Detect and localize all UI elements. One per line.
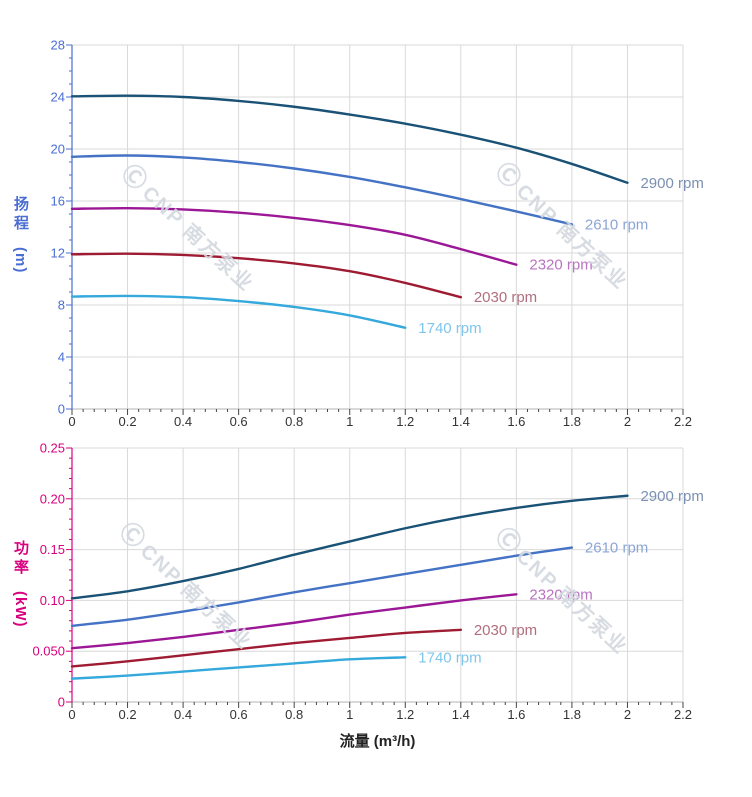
power-axis-unit: (kW) <box>12 591 29 628</box>
x-tick-label: 2 <box>624 414 631 429</box>
y-tick-label: 16 <box>51 194 65 209</box>
x-tick-label: 2.2 <box>674 707 692 722</box>
x-tick-label: 2.2 <box>674 414 692 429</box>
curve-2610rpm <box>70 154 574 226</box>
head-axis-unit: (m) <box>12 247 29 274</box>
curve-1740rpm <box>70 294 407 329</box>
x-tick-label: 0.4 <box>174 414 192 429</box>
x-tick-label: 1.6 <box>507 414 525 429</box>
flow-axis-title: 流量 (m³/h) <box>339 733 416 750</box>
x-tick-label: 1 <box>346 707 353 722</box>
y-tick-label: 24 <box>51 90 65 105</box>
x-tick-label: 0.4 <box>174 707 192 722</box>
curve-1740rpm <box>70 656 407 680</box>
series-label-1740rpm: 1740 rpm <box>418 649 481 666</box>
x-tick-label: 1.2 <box>396 414 414 429</box>
series-label-2610rpm: 2610 rpm <box>585 216 648 233</box>
series-label-2030rpm: 2030 rpm <box>474 289 537 306</box>
y-tick-label: 28 <box>51 38 65 53</box>
series-label-2610rpm: 2610 rpm <box>585 540 648 557</box>
series-label-2900rpm: 2900 rpm <box>640 175 703 192</box>
head-axis-title: 扬程 (m) <box>12 196 29 274</box>
series-label-2900rpm: 2900 rpm <box>640 488 703 505</box>
y-tick-label: 12 <box>51 246 65 261</box>
x-tick-label: 0.8 <box>285 707 303 722</box>
x-tick-label: 1.8 <box>563 414 581 429</box>
curve-2030rpm <box>70 252 463 299</box>
x-tick-label: 0.2 <box>119 707 137 722</box>
series-label-2320rpm: 2320 rpm <box>529 257 592 274</box>
x-tick-label: 1.2 <box>396 707 414 722</box>
curve-2320rpm <box>70 206 518 266</box>
curve-2610rpm <box>70 546 574 627</box>
watermark: ⒸCNP 南方泵业 <box>116 159 261 297</box>
series-label-1740rpm: 1740 rpm <box>418 320 481 337</box>
x-tick-label: 1.6 <box>507 707 525 722</box>
curve-2030rpm <box>70 628 463 668</box>
x-tick-label: 1.4 <box>452 414 470 429</box>
watermark-text: CNP 南方泵业 <box>512 179 633 294</box>
y-tick-label: 0.20 <box>40 491 65 506</box>
y-tick-label: 0 <box>58 402 65 417</box>
y-tick-label: 0 <box>58 695 65 710</box>
x-tick-label: 1.8 <box>563 707 581 722</box>
curve-2320rpm <box>70 593 518 650</box>
x-tick-label: 0.6 <box>230 707 248 722</box>
y-tick-label: 20 <box>51 142 65 157</box>
x-tick-label: 0.8 <box>285 414 303 429</box>
x-tick-label: 0 <box>68 707 75 722</box>
y-tick-label: 0.10 <box>40 593 65 608</box>
series-label-2030rpm: 2030 rpm <box>474 622 537 639</box>
power-axis-title: 功率 (kW) <box>12 540 29 628</box>
curve-2900rpm <box>70 94 629 184</box>
y-tick-label: 0.25 <box>40 441 65 456</box>
curve-2900rpm <box>70 494 629 600</box>
x-tick-label: 1 <box>346 414 353 429</box>
x-tick-label: 0 <box>68 414 75 429</box>
watermark: ⒸCNP 南方泵业 <box>114 517 259 655</box>
x-tick-label: 0.6 <box>230 414 248 429</box>
x-tick-label: 2 <box>624 707 631 722</box>
y-tick-label: 0.15 <box>40 542 65 557</box>
x-tick-label: 1.4 <box>452 707 470 722</box>
y-tick-label: 0.050 <box>32 644 65 659</box>
y-tick-label: 4 <box>58 350 65 365</box>
watermark-text: CNP 南方泵业 <box>138 181 259 296</box>
x-tick-label: 0.2 <box>119 414 137 429</box>
y-tick-label: 8 <box>58 298 65 313</box>
head-axis-title-text: 扬程 <box>12 196 29 234</box>
series-label-2320rpm: 2320 rpm <box>529 586 592 603</box>
power-axis-title-text: 功率 <box>12 540 29 578</box>
